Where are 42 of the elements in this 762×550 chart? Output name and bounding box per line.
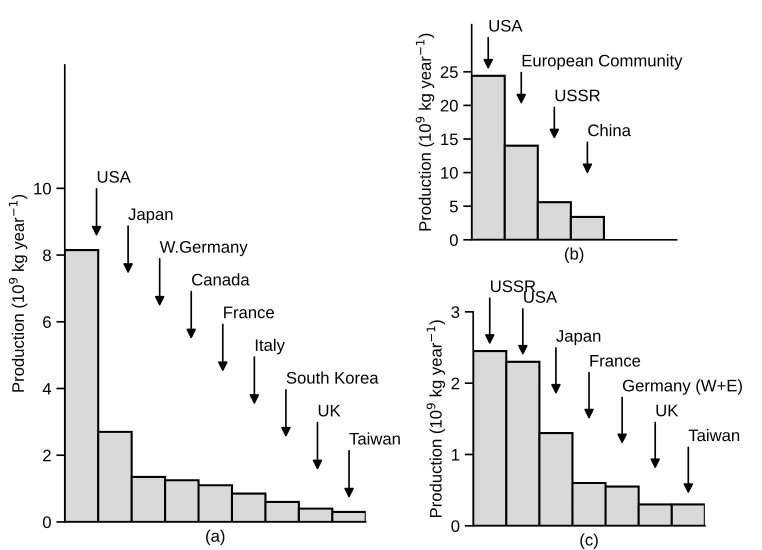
y-tick-label: 5 [450, 200, 458, 212]
annotation: France [590, 355, 640, 367]
y-axis-title: Production (10$^{9}$ kg year$^{−1}$) [8, 194, 28, 392]
y-tick-label: 2 [43, 450, 51, 462]
y-tick-label: 25 [440, 66, 458, 78]
x-axis-title: (a) [206, 530, 224, 546]
annotation: Taiwan [688, 428, 740, 442]
y-tick-label: 0 [42, 516, 51, 528]
y-tick-label: 8 [43, 249, 51, 262]
annotation: Japan [128, 208, 172, 224]
y-tick-label: 3 [451, 306, 460, 318]
x-axis-title: (c) [580, 533, 598, 549]
annotation: USA [489, 20, 522, 32]
text: USSR [491, 280, 536, 292]
y-tick-label: 1 [452, 449, 460, 461]
annotation: South Korea [286, 372, 379, 384]
annotation: UK [656, 404, 678, 416]
y-tick-label: 0 [451, 520, 460, 532]
annotation: China [588, 124, 631, 136]
annotation: France [224, 306, 274, 318]
annotation: W.Germany [160, 241, 248, 256]
annotation: Canada [192, 273, 250, 286]
y-tick-label: 15 [441, 134, 458, 146]
annotation: Germany (W+E) [622, 379, 742, 395]
annotation: UK [318, 404, 340, 416]
annotation: USA [98, 170, 131, 183]
y-tick-label: 0 [450, 234, 458, 246]
y-tick-label: 20 [440, 100, 458, 112]
annotation: Japan [556, 330, 600, 346]
text: USA [524, 291, 558, 303]
y-axis-title: Production (10$^{9}$ kg year$^{−1}$) [426, 320, 446, 518]
annotation: Italy [256, 338, 285, 354]
y-tick-label: 2 [452, 378, 460, 390]
annotation: European Community [522, 54, 682, 70]
annotation: Taiwan [349, 432, 400, 445]
x-axis-title: (b) [565, 247, 584, 263]
y-tick-label: 6 [43, 316, 51, 328]
y-axis-title: Production (10$^{9}$ kg year$^{−1}$) [416, 34, 434, 230]
y-tick-label: 4 [42, 383, 52, 395]
y-tick-label: 10 [441, 167, 458, 179]
y-tick-label: 10 [34, 182, 51, 195]
annotation: USSR [556, 90, 600, 102]
